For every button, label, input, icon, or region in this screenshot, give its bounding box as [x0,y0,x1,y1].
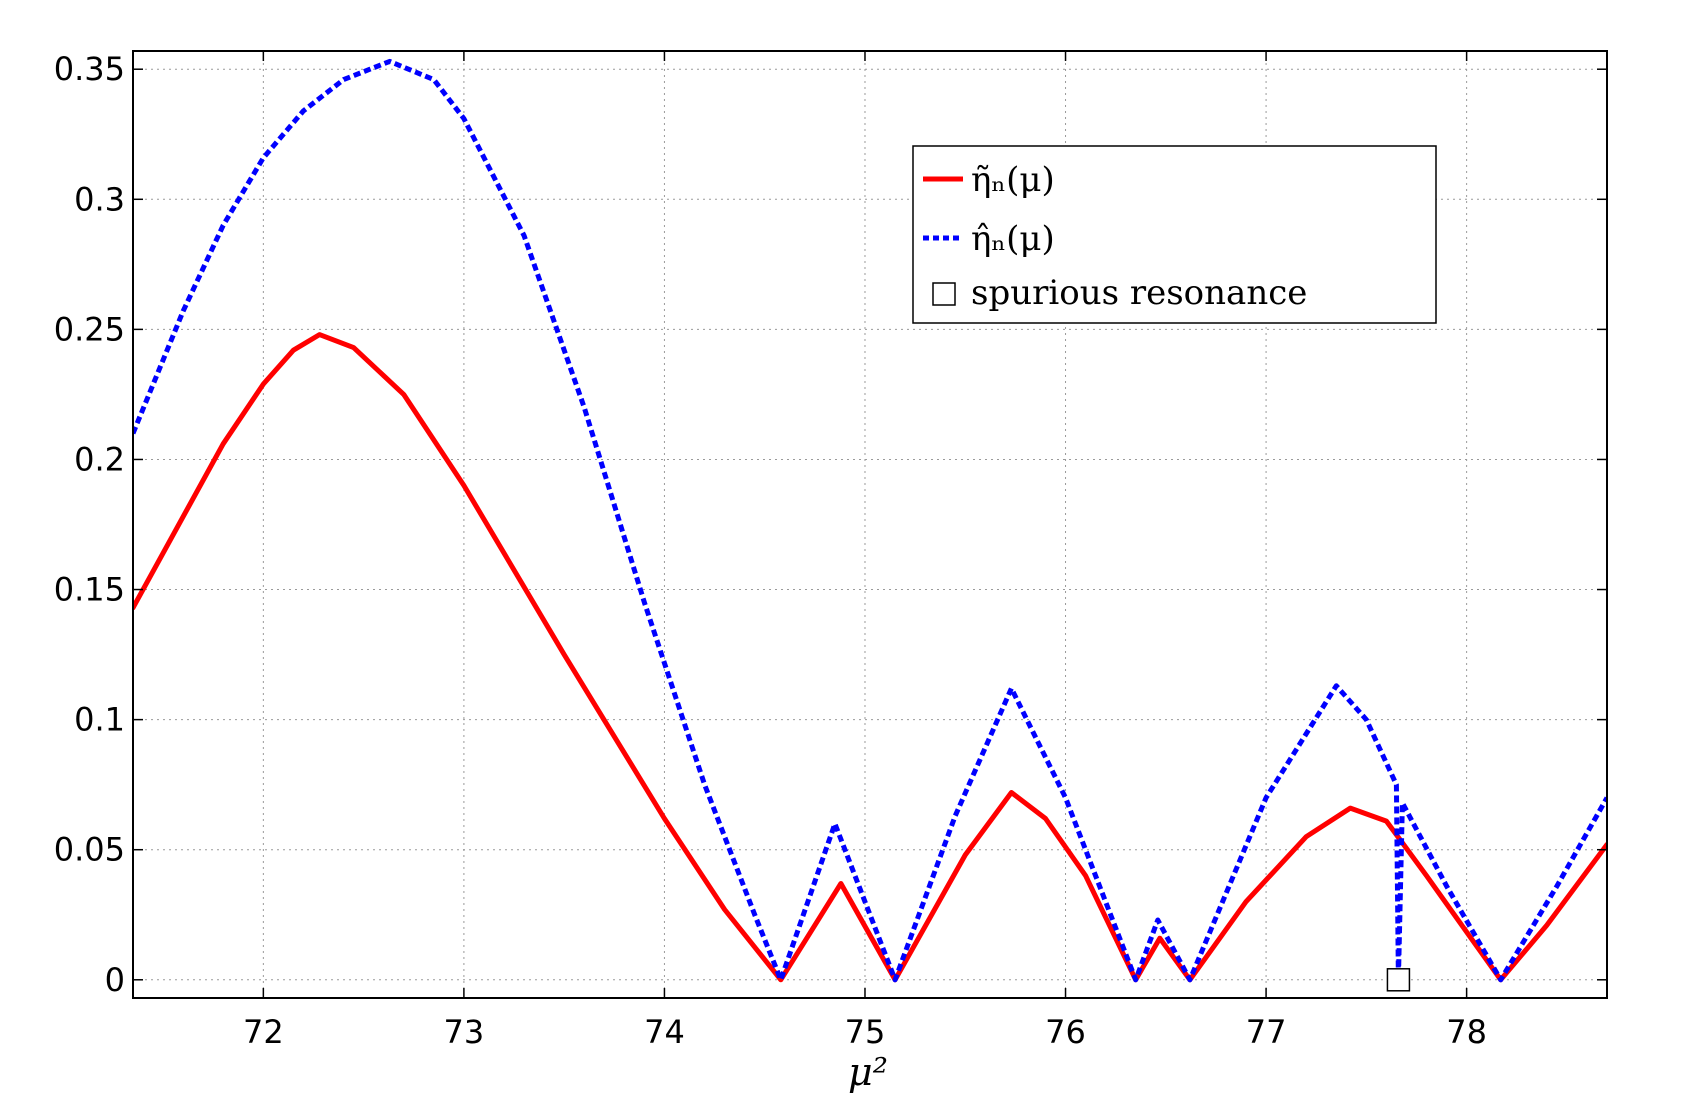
series-layer [133,58,1607,983]
legend: η̃ₙ(μ) η̂ₙ(μ) spurious resonance [912,145,1437,324]
x-tick-label: 74 [644,1013,685,1051]
series-line-0 [133,332,1607,983]
legend-label-2: spurious resonance [971,273,1307,313]
y-tick-label: 0 [105,961,125,999]
y-tick-label: 0.15 [54,571,125,609]
x-tick-label: 77 [1246,1013,1287,1051]
spurious-resonance-marker [1386,968,1411,992]
y-tick-label: 0.25 [54,310,125,348]
x-tick-label: 75 [845,1013,886,1051]
legend-label-1: η̂ₙ(μ) [971,219,1055,259]
marker-layer [1386,968,1411,992]
x-tick-labels: 72 73 74 75 76 77 78 [243,1013,1487,1051]
plot-frame [132,50,1608,999]
x-tick-label: 76 [1045,1013,1086,1051]
x-tick-label: 78 [1446,1013,1487,1051]
legend-box [912,145,1437,324]
y-tick-label: 0.1 [74,701,125,739]
x-tick-label: 73 [444,1013,485,1051]
x-tick-label: 72 [243,1013,284,1051]
y-tick-label: 0.2 [74,440,125,478]
y-tick-label: 0.05 [54,831,125,869]
x-axis-label: μ² [848,1050,888,1094]
ticks [133,51,1607,998]
y-tick-labels: 0 0.05 0.1 0.15 0.2 0.25 0.3 0.35 [54,50,125,999]
legend-label-0: η̃ₙ(μ) [971,160,1055,200]
legend-swatch-square [932,282,956,306]
y-tick-label: 0.3 [74,180,125,218]
series-line-1 [133,58,1607,983]
y-tick-label: 0.35 [54,50,125,88]
